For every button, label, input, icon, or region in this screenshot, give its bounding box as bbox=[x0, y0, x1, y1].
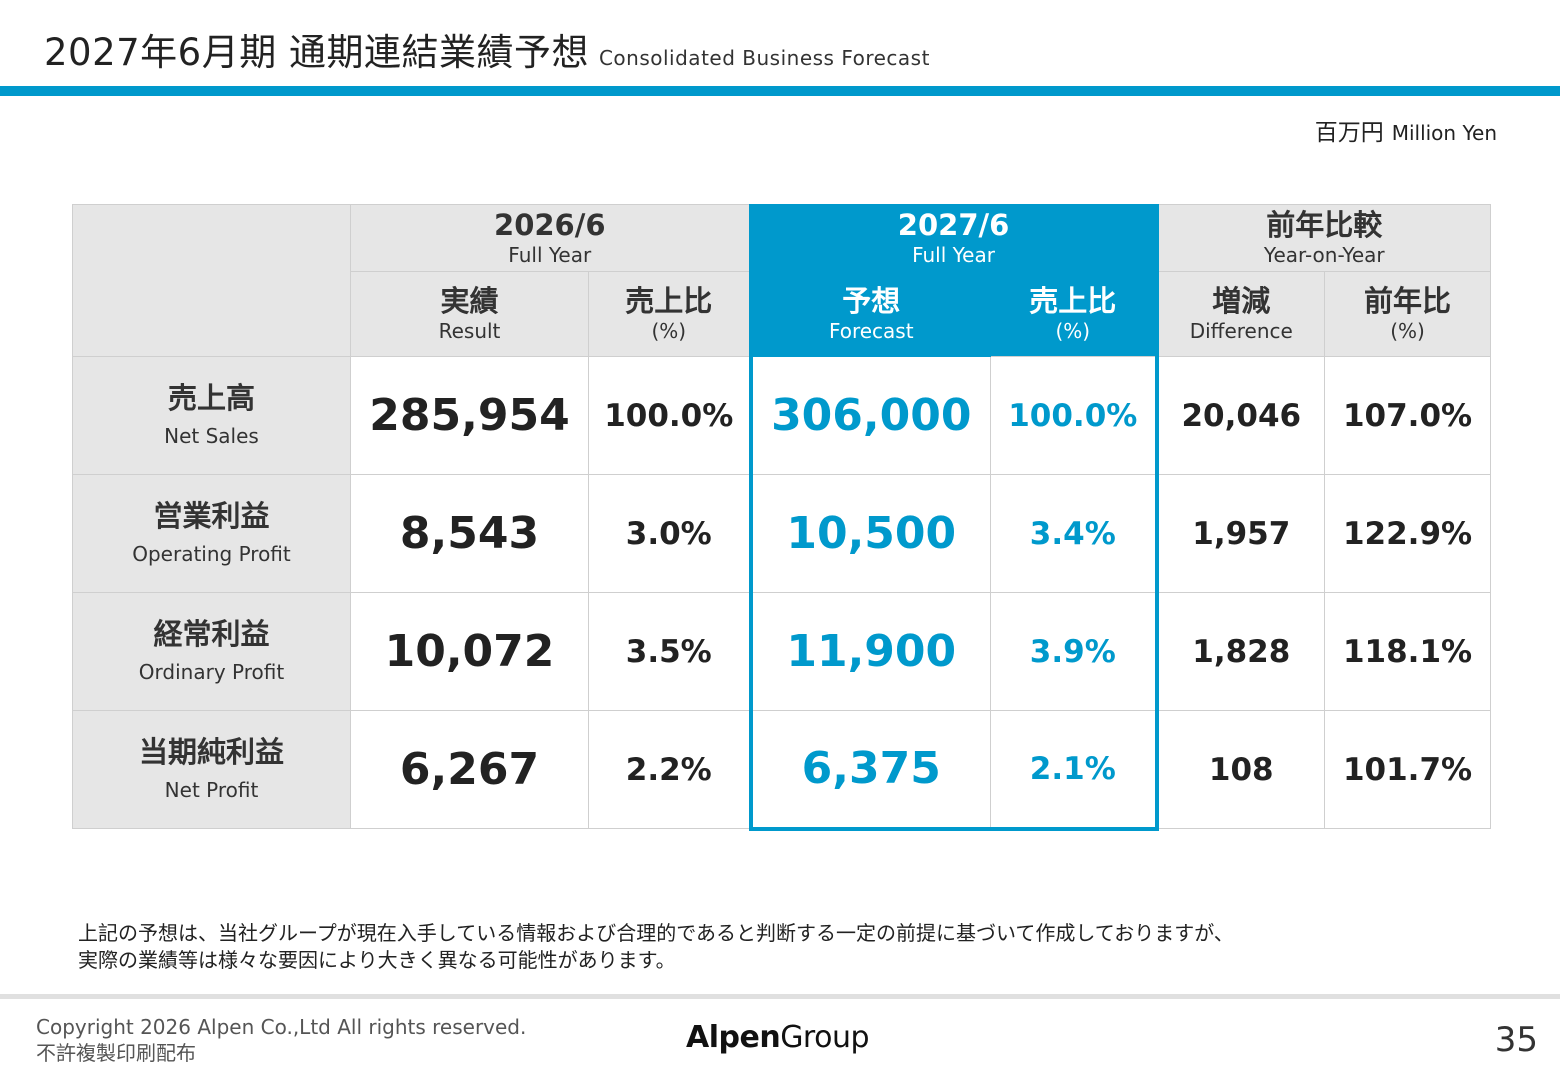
value-ratio-2026: 3.0% bbox=[587, 474, 752, 593]
value-result: 285,954 bbox=[350, 356, 589, 475]
table-row-net-profit: 当期純利益 Net Profit 6,267 2.2% 6,375 2.1% 1… bbox=[72, 710, 1492, 831]
title-underline bbox=[0, 86, 1560, 96]
value-ratio-2026: 100.0% bbox=[587, 356, 752, 475]
column-header-ratio-2026: 売上比 (%) bbox=[587, 271, 752, 357]
copy-notice: 不許複製印刷配布 bbox=[36, 1041, 196, 1065]
value-difference: 20,046 bbox=[1156, 356, 1326, 475]
column-header-difference: 増減 Difference bbox=[1156, 271, 1326, 357]
unit-label-en: Million Yen bbox=[1391, 121, 1497, 145]
value-forecast: 11,900 bbox=[748, 592, 992, 711]
disclaimer-line-2: 実際の業績等は様々な要因により大きく異なる可能性があります。 bbox=[78, 948, 676, 972]
corner-cell bbox=[72, 204, 351, 357]
value-forecast: 6,375 bbox=[748, 710, 992, 831]
disclaimer-line-1: 上記の予想は、当社グループが現在入手している情報および合理的であると判断する一定… bbox=[78, 921, 1234, 945]
value-ratio-2027: 2.1% bbox=[990, 710, 1159, 831]
group-header-yoy: 前年比較 Year-on-Year bbox=[1156, 204, 1492, 272]
page-title: 2027年6月期 通期連結業績予想 Consolidated Business F… bbox=[44, 22, 930, 76]
logo-alpen: Alpen bbox=[686, 1020, 781, 1055]
column-header-yoy-ratio: 前年比 (%) bbox=[1324, 271, 1492, 357]
table-row-operating-profit: 営業利益 Operating Profit 8,543 3.0% 10,500 … bbox=[72, 474, 1492, 593]
value-difference: 1,957 bbox=[1156, 474, 1326, 593]
unit-label: 百万円 Million Yen bbox=[1315, 113, 1497, 147]
group-header-2027: 2027/6 Full Year bbox=[748, 204, 1159, 272]
value-result: 8,543 bbox=[350, 474, 589, 593]
page-title-main: 2027年6月期 通期連結業績予想 bbox=[44, 31, 589, 74]
column-header-ratio-2027: 売上比 (%) bbox=[990, 271, 1159, 357]
logo-group: Group bbox=[780, 1020, 870, 1055]
value-result: 10,072 bbox=[350, 592, 589, 711]
row-label: 営業利益 Operating Profit bbox=[72, 474, 351, 593]
value-yoy-ratio: 101.7% bbox=[1324, 710, 1492, 829]
disclaimer-note: 上記の予想は、当社グループが現在入手している情報および合理的であると判断する一定… bbox=[78, 920, 1234, 974]
copyright: Copyright 2026 Alpen Co.,Ltd All rights … bbox=[36, 1014, 526, 1066]
footer-divider bbox=[0, 994, 1560, 999]
group-header-2026: 2026/6 Full Year bbox=[349, 204, 752, 272]
table-row-ordinary-profit: 経常利益 Ordinary Profit 10,072 3.5% 11,900 … bbox=[72, 592, 1492, 711]
row-label: 経常利益 Ordinary Profit bbox=[72, 592, 351, 711]
value-yoy-ratio: 107.0% bbox=[1324, 356, 1492, 475]
copyright-text: Copyright 2026 Alpen Co.,Ltd All rights … bbox=[36, 1015, 527, 1039]
row-label: 当期純利益 Net Profit bbox=[72, 710, 351, 829]
table-row-net-sales: 売上高 Net Sales 285,954 100.0% 306,000 100… bbox=[72, 356, 1492, 475]
value-ratio-2027: 3.4% bbox=[990, 474, 1159, 593]
value-result: 6,267 bbox=[350, 710, 589, 829]
value-forecast: 10,500 bbox=[748, 474, 992, 593]
value-ratio-2026: 3.5% bbox=[587, 592, 752, 711]
value-yoy-ratio: 122.9% bbox=[1324, 474, 1492, 593]
value-ratio-2027: 100.0% bbox=[990, 356, 1159, 475]
value-ratio-2027: 3.9% bbox=[990, 592, 1159, 711]
row-label: 売上高 Net Sales bbox=[72, 356, 351, 475]
alpen-group-logo: AlpenGroup bbox=[686, 1020, 870, 1055]
forecast-table: 2026/6 Full Year 2027/6 Full Year 前年比較 Y… bbox=[72, 204, 1492, 831]
value-yoy-ratio: 118.1% bbox=[1324, 592, 1492, 711]
value-difference: 108 bbox=[1156, 710, 1326, 829]
page-number: 35 bbox=[1494, 1020, 1538, 1060]
value-forecast: 306,000 bbox=[748, 356, 992, 475]
value-ratio-2026: 2.2% bbox=[587, 710, 752, 829]
value-difference: 1,828 bbox=[1156, 592, 1326, 711]
page-title-sub: Consolidated Business Forecast bbox=[598, 46, 930, 70]
unit-label-jp: 百万円 bbox=[1314, 120, 1384, 146]
column-header-result: 実績 Result bbox=[350, 271, 589, 357]
column-header-forecast: 予想 Forecast bbox=[748, 271, 992, 357]
